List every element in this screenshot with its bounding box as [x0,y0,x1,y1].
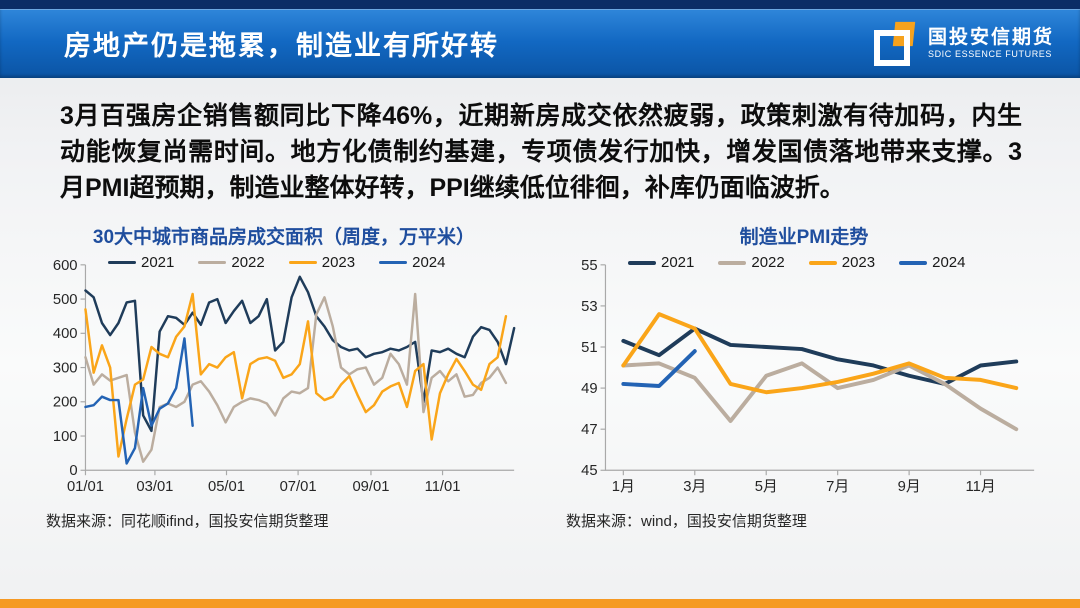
axis-lines [84,264,515,471]
legend-label: 2024 [932,254,966,271]
legend-swatch [808,260,837,265]
axis-lines [604,264,1035,471]
legend-label: 2023 [321,254,356,271]
summary-paragraph: 3月百强房企销售额同比下降46%，近期新房成交依然疲弱，政策刺激有待加码，内生动… [60,102,1022,202]
x-axis-label: 9月 [898,479,921,495]
header: 房地产仍是拖累，制造业有所好转 国投安信期货 SDIC ESSENCE FUTU… [0,9,1080,78]
y-axis-label: 100 [53,429,78,445]
series-line-2021 [621,326,1019,386]
y-axis-label: 45 [581,463,597,479]
legend-item-2023: 2023 [808,254,876,271]
legend-swatch [718,260,747,265]
legend-item-2021: 2021 [628,254,694,271]
legend-item-2021: 2021 [108,254,174,271]
y-axis-label: 51 [581,340,597,356]
chart-housing-transactions: 30大中城市商品房成交面积（周度，万平米） 0 100 200 300 400 500 60… [42,222,526,531]
x-axis-label: 03/01 [136,479,173,495]
x-axis-label: 1月 [612,479,635,495]
x-axis-label: 3月 [683,479,706,495]
legend-item-2023: 2023 [288,254,356,271]
chart-legend: 2021 2022 2023 2024 [108,254,446,271]
data-source-note: 数据来源：同花顺ifind，国投安信期货整理 [46,512,329,530]
legend-label: 2023 [841,254,876,271]
x-axis-label: 7月 [826,479,849,495]
chart-title: 制造业PMI走势 [739,227,869,248]
top-accent-strip [0,0,1080,9]
pmi-chart-svg: 45 47 49 51 53 55 1月 3月 5月 7月 9月 11月 [581,258,1035,495]
legend-swatch [899,260,928,265]
chart-canvas: 45 47 49 51 53 55 1月 3月 5月 7月 9月 11月 2021 2022 2023 20… [562,251,1046,500]
x-axis-label: 11月 [965,479,995,495]
chart-legend: 2021 2022 2023 2024 [628,254,966,271]
chart-title: 30大中城市商品房成交面积（周度，万平米） [92,227,476,248]
x-axis-label: 09/01 [352,479,389,495]
legend-label: 2021 [661,254,695,271]
logo-square-shape [873,29,910,66]
y-axis-label: 500 [53,292,78,308]
y-axis-label: 300 [53,360,78,376]
chart-pmi-trend: 制造业PMI走势 45 47 49 51 53 55 1月 3月 5月 7月 9月 11月 2021 2… [562,222,1046,531]
legend-swatch [198,260,227,265]
series-line-2023 [621,312,1019,395]
legend-label: 2021 [141,254,175,271]
legend-label: 2022 [751,254,785,271]
data-source-note: 数据来源：wind，国投安信期货整理 [566,512,807,530]
logo-text: 国投安信期货 SDIC ESSENCE FUTURES [927,26,1054,59]
y-axis-label: 55 [581,258,597,274]
company-logo: 国投安信期货 SDIC ESSENCE FUTURES [872,21,1054,66]
y-axis-label: 400 [53,326,78,342]
legend-item-2024: 2024 [899,254,966,271]
legend-swatch [288,260,317,265]
legend-item-2022: 2022 [718,254,785,271]
legend-label: 2024 [412,254,446,271]
series-line-2021 [84,275,516,433]
series-line-2024 [84,337,194,465]
legend-label: 2022 [231,254,265,271]
charts-row: 30大中城市商品房成交面积（周度，万平米） 0 100 200 300 400 500 60… [0,222,1080,531]
logo-mark-icon [872,21,918,66]
x-axis-label: 05/01 [208,479,245,495]
y-axis-label: 49 [581,381,597,397]
x-axis-label: 01/01 [67,479,104,495]
legend-swatch [628,260,656,265]
series-line-2022 [84,292,508,463]
y-axis-label: 47 [581,422,597,438]
series-line-2022 [621,361,1019,432]
chart-canvas: 0 100 200 300 400 500 600 01/01 03/01 05/01 07/01 0… [42,251,526,500]
housing-chart-svg: 0 100 200 300 400 500 600 01/01 03/01 05/01 07/01 0… [53,258,516,495]
y-axis-label: 0 [69,463,77,479]
page-title: 房地产仍是拖累，制造业有所好转 [64,31,499,61]
x-axis-label: 07/01 [280,479,317,495]
series-line-2024 [621,349,697,388]
logo-name-en: SDIC ESSENCE FUTURES [927,48,1053,59]
bottom-accent-bar [0,599,1080,608]
x-axis-label: 5月 [755,479,778,495]
x-axis-label: 11/01 [425,479,461,495]
legend-swatch [108,260,136,265]
legend-item-2022: 2022 [198,254,265,271]
legend-swatch [379,260,408,265]
y-axis-label: 200 [53,395,78,411]
y-axis-label: 600 [53,258,78,274]
series-line-2023 [84,292,508,458]
logo-name-cn: 国投安信期货 [927,26,1054,48]
y-axis-label: 53 [581,299,597,315]
legend-item-2024: 2024 [379,254,446,271]
